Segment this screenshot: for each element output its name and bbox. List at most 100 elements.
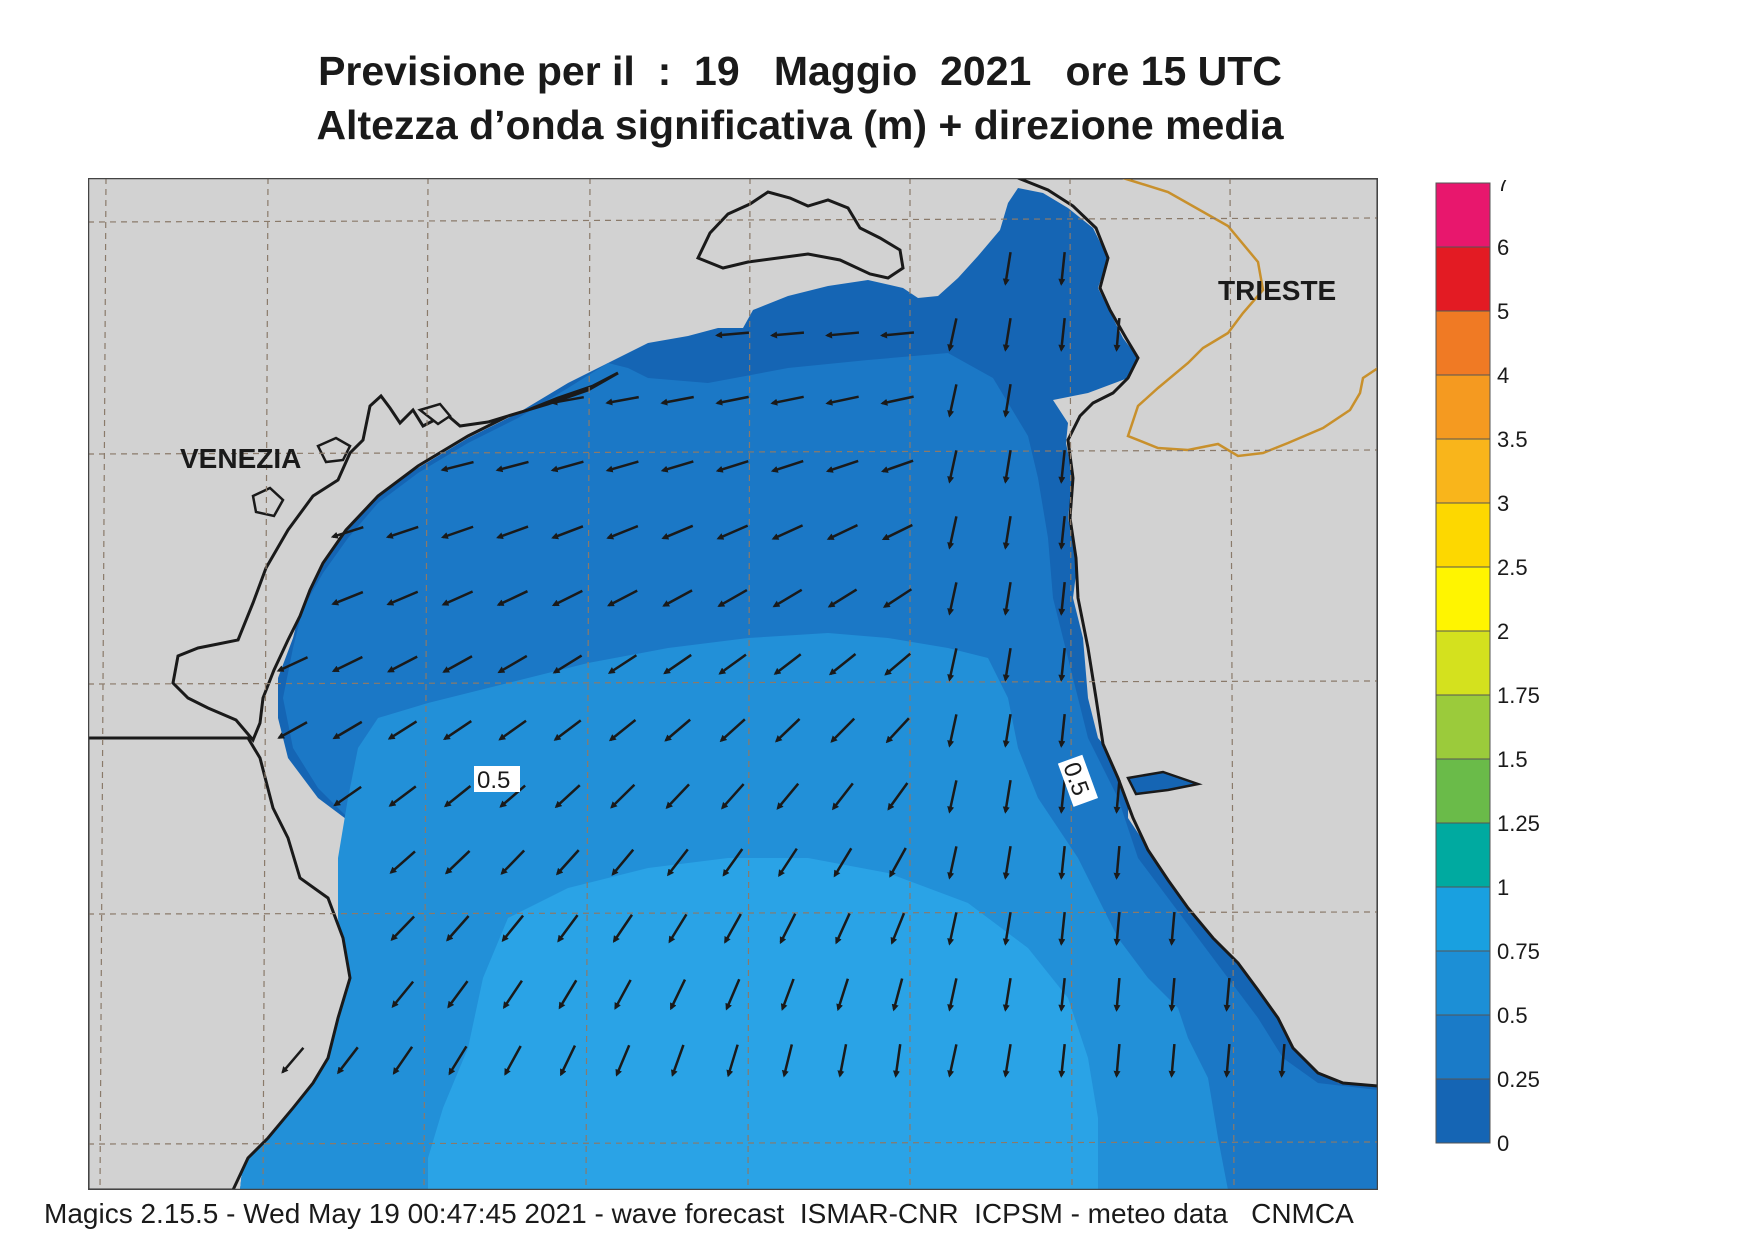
direction-arrow	[1058, 713, 1066, 748]
direction-arrow	[719, 718, 746, 743]
direction-arrow	[1002, 780, 1012, 814]
direction-arrow	[606, 524, 639, 540]
direction-arrow	[331, 655, 363, 673]
direction-arrow	[497, 654, 528, 674]
direction-arrow	[881, 459, 914, 473]
legend-tick-label: 3	[1497, 491, 1509, 516]
direction-arrow	[661, 524, 694, 540]
direction-arrow	[775, 718, 801, 743]
direction-arrow	[881, 523, 913, 541]
legend-swatch	[1435, 630, 1491, 696]
direction-arrow	[947, 714, 958, 748]
legend-swatch	[1435, 758, 1491, 824]
direction-arrow	[947, 318, 958, 352]
direction-arrow	[558, 979, 578, 1010]
direction-arrow	[1113, 977, 1121, 1012]
direction-arrow	[770, 331, 805, 339]
legend-tick-label: 6	[1497, 235, 1509, 260]
direction-arrow	[947, 450, 958, 484]
direction-arrow	[1113, 779, 1121, 814]
direction-arrow	[1002, 1044, 1012, 1078]
direction-arrow	[770, 459, 804, 473]
legend-tick-label: 0.25	[1497, 1067, 1540, 1092]
direction-arrow	[1223, 1043, 1231, 1078]
direction-arrow	[885, 717, 910, 744]
direction-arrow	[1223, 977, 1231, 1012]
direction-arrow	[670, 1044, 685, 1077]
legend-tick-label: 2.5	[1497, 555, 1528, 580]
legend-swatch	[1435, 438, 1491, 504]
direction-arrow	[1058, 779, 1066, 814]
legend-swatch	[1435, 822, 1491, 888]
legend-swatch	[1435, 1078, 1491, 1144]
direction-arrow	[664, 718, 691, 742]
direction-arrow	[1058, 647, 1066, 682]
direction-arrow	[276, 656, 309, 672]
legend-tick-label: 0	[1497, 1131, 1509, 1156]
direction-arrow	[663, 653, 692, 675]
direction-arrow	[880, 395, 914, 406]
direction-arrow	[889, 847, 907, 878]
direction-arrow	[448, 1045, 468, 1076]
footer-credits: Magics 2.15.5 - Wed May 19 00:47:45 2021…	[44, 1198, 1354, 1229]
direction-arrow	[391, 980, 415, 1008]
direction-arrow	[780, 978, 795, 1011]
direction-arrow	[884, 652, 912, 676]
direction-arrow	[827, 588, 858, 608]
direction-arrow	[612, 914, 634, 943]
direction-arrow	[890, 912, 906, 945]
title-line-1: Previsione per il : 19 Maggio 2021 ore 1…	[318, 48, 1282, 94]
direction-arrow	[947, 516, 958, 550]
legend-swatch	[1435, 694, 1491, 760]
direction-arrow	[716, 524, 749, 540]
direction-arrow	[501, 914, 525, 942]
contour-label-1: 0.5	[477, 767, 510, 794]
direction-arrow	[1168, 977, 1176, 1012]
direction-arrow	[605, 460, 639, 473]
direction-arrow	[1002, 582, 1012, 616]
direction-arrow	[389, 850, 416, 874]
direction-arrow	[615, 1044, 631, 1077]
direction-arrow	[882, 588, 913, 608]
legend-tick-label: 0.5	[1497, 1003, 1528, 1028]
direction-arrow	[665, 783, 690, 810]
direction-arrow	[557, 914, 579, 943]
legend-tick-label: 0.75	[1497, 939, 1540, 964]
direction-arrow	[1002, 714, 1012, 748]
direction-arrow	[947, 582, 958, 616]
direction-arrow	[718, 653, 747, 675]
southern-delta-land	[88, 736, 352, 1190]
direction-arrow	[495, 460, 529, 473]
direction-arrow	[554, 784, 581, 809]
legend-swatch	[1435, 182, 1491, 248]
direction-arrow	[447, 980, 469, 1009]
direction-arrow	[444, 850, 471, 875]
direction-arrow	[504, 1045, 522, 1076]
direction-arrow	[1002, 978, 1012, 1012]
legend-tick-label: 2	[1497, 619, 1509, 644]
lat-lon-grid	[88, 178, 1378, 1190]
direction-arrow	[880, 331, 915, 339]
direction-arrow	[332, 720, 363, 740]
direction-arrow	[891, 978, 904, 1012]
direction-arrow	[1058, 845, 1066, 880]
direction-arrow	[947, 912, 958, 946]
direction-arrow	[441, 590, 474, 606]
legend-swatch	[1435, 374, 1491, 440]
venetian-lagoon-land	[171, 371, 619, 743]
direction-arrow	[825, 331, 860, 339]
direction-arrow	[773, 653, 802, 675]
direction-arrow	[833, 847, 853, 878]
direction-arrow	[387, 720, 418, 740]
legend-tick-label: 1	[1497, 875, 1509, 900]
direction-arrow	[1002, 516, 1012, 550]
direction-arrow	[717, 588, 748, 608]
direction-arrow	[500, 849, 526, 875]
direction-arrow	[1002, 252, 1012, 286]
istria-land	[1017, 178, 1378, 1088]
direction-arrow	[502, 980, 523, 1009]
direction-arrow	[772, 588, 803, 608]
direction-arrow	[610, 783, 636, 809]
place-label-venezia: VENEZIA	[180, 443, 301, 474]
legend-tick-label: 1.75	[1497, 683, 1540, 708]
